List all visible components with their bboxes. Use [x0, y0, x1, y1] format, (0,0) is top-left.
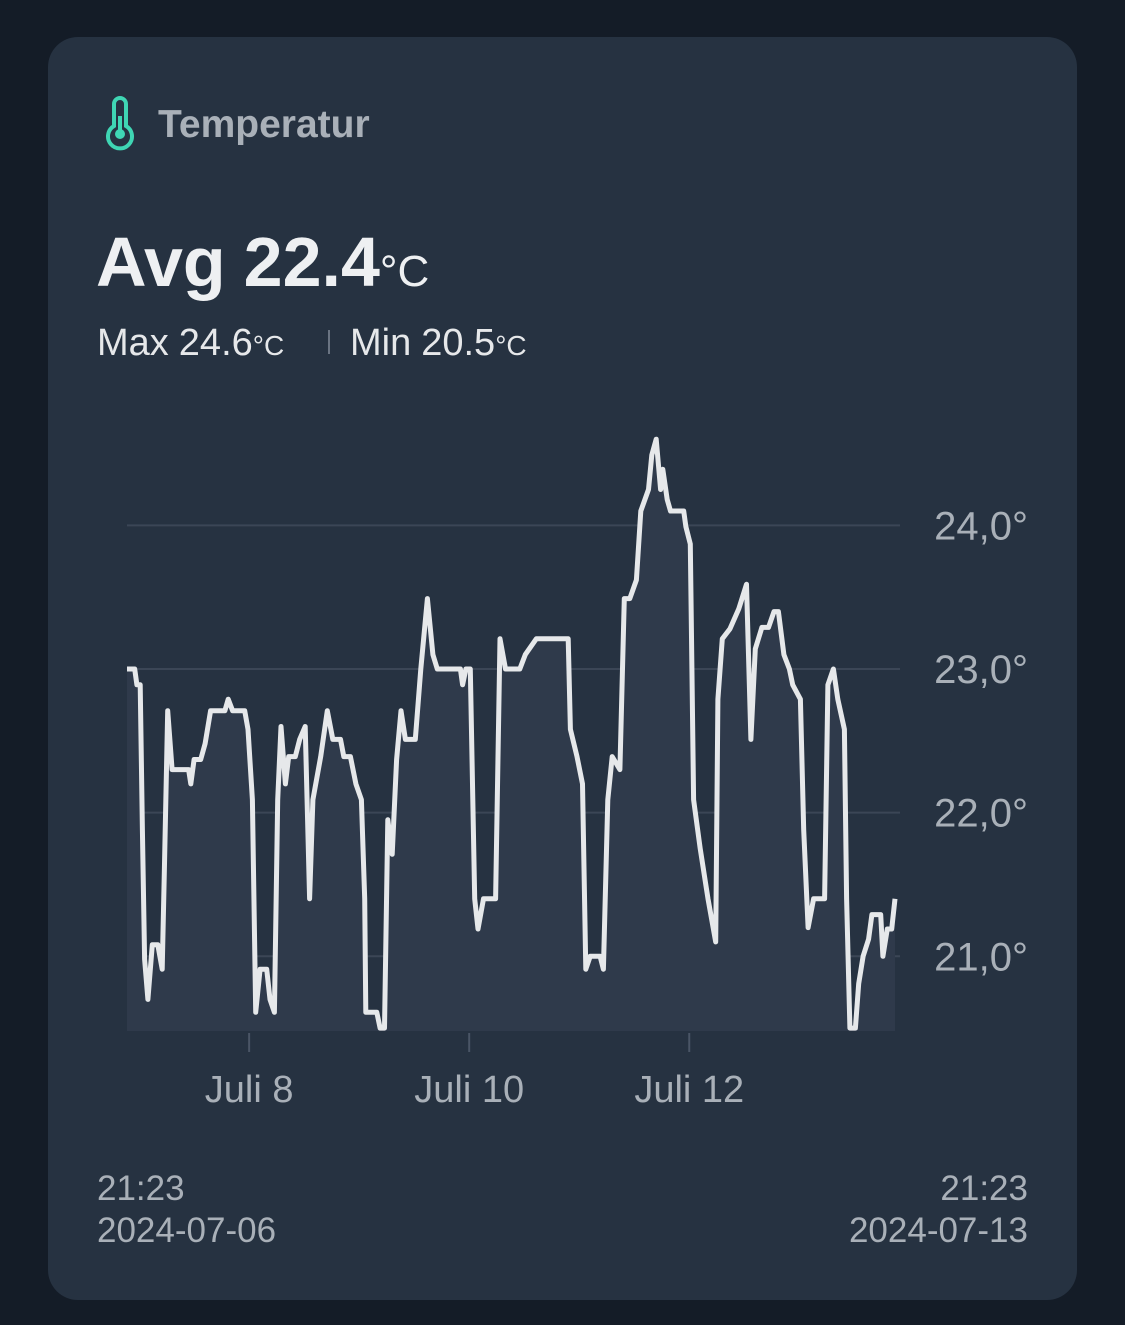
avg-label: Avg: [96, 223, 226, 301]
y-tick-label: 24,0°: [934, 504, 1028, 548]
end-time: 21:23: [940, 1169, 1028, 1208]
max-label: Max: [97, 322, 169, 364]
y-tick-label: 21,0°: [934, 935, 1028, 979]
x-tick-label: Juli 10: [414, 1069, 524, 1111]
max-unit: °C: [253, 330, 284, 361]
min-label: Min: [350, 322, 411, 364]
max: Max 24.6°C: [97, 322, 284, 364]
thermometer-icon: [106, 96, 134, 151]
card-title: Temperatur: [158, 103, 370, 146]
y-tick-label: 23,0°: [934, 648, 1028, 692]
max-value: 24.6: [179, 322, 253, 364]
area: [127, 439, 895, 1031]
end-date: 2024-07-13: [849, 1211, 1028, 1250]
x-tick-label: Juli 12: [634, 1069, 744, 1111]
start-time: 21:23: [97, 1169, 185, 1208]
min: Min 20.5°C: [350, 322, 527, 364]
line: [127, 436, 898, 1031]
y-tick-label: 22,0°: [934, 792, 1028, 836]
avg: Avg 22.4°C: [96, 223, 429, 301]
start-date: 2024-07-06: [97, 1211, 276, 1250]
min-unit: °C: [495, 330, 526, 361]
min-value: 20.5: [421, 322, 495, 364]
avg-value: 22.4: [244, 223, 380, 301]
x-tick-label: Juli 8: [205, 1069, 294, 1111]
chart: 21,0° 22,0° 23,0° 24,0° Juli 8 Juli 10 Juli 12: [127, 436, 1028, 1111]
avg-unit: °C: [380, 247, 429, 296]
